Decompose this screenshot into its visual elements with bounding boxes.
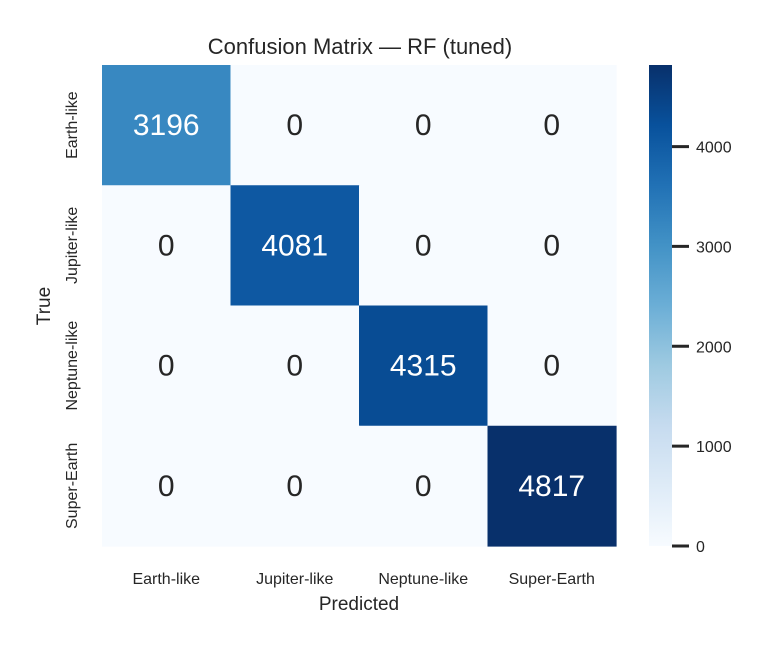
x-axis-label: Predicted (319, 594, 399, 615)
y-tick-label: Jupiter-like (64, 207, 81, 284)
heatmap-cell (359, 65, 489, 186)
heatmap-cell (102, 425, 232, 547)
colorbar (649, 65, 672, 546)
y-tick-label: Earth-like (64, 91, 81, 159)
cell-value-label: 0 (543, 109, 560, 142)
y-tick-labels: Earth-like Jupiter-like Neptune-like Super-… (64, 91, 81, 529)
cell-value-label: 3196 (133, 109, 200, 142)
colorbar-tick-label: 0 (696, 539, 705, 556)
colorbar-ticks: 0 1000 2000 3000 4000 (672, 140, 732, 556)
heatmap-cell (487, 425, 617, 547)
cell-value-label: 4081 (261, 229, 328, 262)
colorbar-tick-label: 4000 (696, 140, 732, 157)
cell-value-label: 0 (543, 350, 560, 383)
y-axis-label: True (34, 287, 55, 325)
heatmap-cell (359, 305, 489, 427)
heatmap-cell (102, 185, 232, 307)
x-tick-label: Earth-like (132, 571, 200, 588)
cell-value-label: 0 (415, 229, 432, 262)
colorbar-tick-label: 1000 (696, 439, 732, 456)
cell-value-label: 0 (158, 350, 175, 383)
heatmap-cell (230, 185, 360, 307)
x-tick-label: Super-Earth (509, 571, 595, 588)
heatmap-cell (487, 305, 617, 427)
heatmap-cell (359, 185, 489, 307)
y-tick-label: Neptune-like (64, 321, 81, 411)
cell-value-label: 0 (286, 350, 303, 383)
cell-value-label: 0 (158, 229, 175, 262)
cell-value-label: 0 (158, 470, 175, 503)
heatmap-cell (230, 65, 360, 186)
cell-value-label: 0 (286, 470, 303, 503)
heatmap-cell-labels: 3196 0 0 0 0 4081 0 0 0 0 4315 0 0 0 0 4817 (133, 109, 585, 503)
heatmap-cell (487, 185, 617, 307)
cell-value-label: 4817 (518, 470, 585, 503)
y-tick-label: Super-Earth (64, 443, 81, 529)
x-tick-label: Neptune-like (378, 571, 468, 588)
heatmap-cell (230, 425, 360, 547)
heatmap-cell (359, 425, 489, 547)
x-tick-label: Jupiter-like (256, 571, 333, 588)
cell-value-label: 0 (415, 470, 432, 503)
heatmap-cell (102, 305, 232, 427)
x-tick-labels: Earth-like Jupiter-like Neptune-like Super-… (132, 571, 594, 588)
heatmap-cells (102, 65, 617, 547)
cell-value-label: 0 (543, 229, 560, 262)
colorbar-tick-label: 3000 (696, 239, 732, 256)
chart-title: Confusion Matrix — RF (tuned) (208, 34, 512, 59)
heatmap-cell (102, 65, 232, 186)
cell-value-label: 4315 (390, 350, 457, 383)
cell-value-label: 0 (286, 109, 303, 142)
heatmap-cell (487, 65, 617, 186)
colorbar-tick-label: 2000 (696, 339, 732, 356)
cell-value-label: 0 (415, 109, 432, 142)
heatmap-cell (230, 305, 360, 427)
